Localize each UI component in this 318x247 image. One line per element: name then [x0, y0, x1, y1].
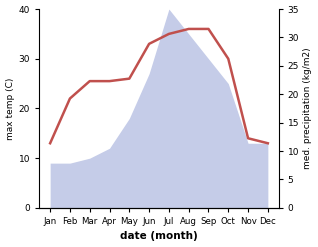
- Y-axis label: med. precipitation (kg/m2): med. precipitation (kg/m2): [303, 48, 313, 169]
- Y-axis label: max temp (C): max temp (C): [5, 77, 15, 140]
- X-axis label: date (month): date (month): [120, 231, 198, 242]
